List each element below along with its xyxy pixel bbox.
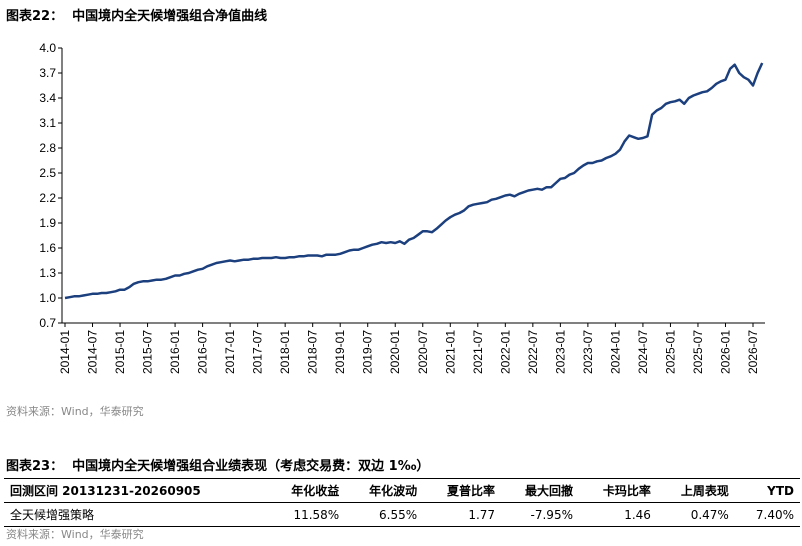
y-tick-label: 2.5 (39, 166, 56, 180)
x-tick-label: 2023-01 (553, 330, 567, 374)
x-tick-label: 2024-07 (636, 330, 650, 374)
x-tick-label: 2018-01 (278, 330, 292, 374)
figure-title: 图表22： 中国境内全天候增强组合净值曲线 (6, 9, 268, 24)
x-tick-label: 2014-07 (86, 330, 100, 374)
x-tick-label: 2023-07 (581, 330, 595, 374)
header-cell: 最大回撤 (501, 478, 579, 503)
header-cell: 回测区间 20131231-20260905 (4, 478, 268, 503)
x-tick-label: 2024-01 (608, 330, 622, 374)
x-tick-label: 2020-01 (388, 330, 402, 374)
y-tick-label: 1.3 (39, 266, 56, 280)
table: 回测区间 20131231-20260905 年化收益 年化波动 夏普比率 最大回撤 卡玛… (4, 478, 800, 527)
header-cell: YTD (734, 478, 800, 503)
x-tick-label: 2018-07 (306, 330, 320, 374)
cell: 1.77 (423, 502, 502, 527)
x-tick-label: 2025-01 (663, 330, 677, 374)
header-cell: 夏普比率 (423, 478, 502, 503)
data-line (64, 62, 764, 300)
header-row: 回测区间 20131231-20260905 年化收益 年化波动 夏普比率 最大回撤 卡玛… (4, 478, 800, 503)
source: 资料来源：Wind，华泰研究 (6, 528, 144, 541)
table-row: 全天候增强策略 11.58% 6.55% 1.77 -7.95% 1.46 0.47% 7.4… (4, 502, 800, 527)
y-tick-label: 1.6 (39, 241, 56, 255)
chart: 0.7 1.0 1.3 1.6 1.9 2.2 2.5 2.8 3.1 3.4 3.7 4.0 2014… (39, 41, 765, 374)
x-tick-label: 2021-07 (471, 330, 485, 374)
x-tick-label: 2015-07 (141, 330, 155, 374)
x-tick-label: 2015-01 (113, 330, 127, 374)
y-tick-label: 1.9 (39, 216, 56, 230)
header-cell: 年化收益 (267, 478, 346, 503)
cell: 1.46 (578, 502, 657, 527)
x-tick-label: 2017-07 (251, 330, 265, 374)
y-tick-label: 2.8 (39, 141, 56, 155)
x-tick-label: 2019-07 (361, 330, 375, 374)
x-tick-label: 2014-01 (58, 330, 72, 374)
table-body: 全天候增强策略 11.58% 6.55% 1.77 -7.95% 1.46 0.47% 7.4… (4, 502, 800, 527)
cell: 7.40% (734, 502, 800, 527)
x-tick-label: 2025-07 (691, 330, 705, 374)
x-tick-label: 2016-01 (168, 330, 182, 374)
x-tick-label: 2017-01 (223, 330, 237, 374)
x-tick-label: 2026-07 (746, 330, 760, 374)
cell: 11.58% (267, 502, 346, 527)
figure-title: 图表23： 中国境内全天候增强组合业绩表现（考虑交易费：双边 1‰） (6, 459, 430, 474)
source: 资料来源：Wind，华泰研究 (6, 405, 144, 418)
header-cell: 卡玛比率 (578, 478, 657, 503)
y-tick-label: 3.4 (39, 91, 56, 105)
y-tick-label: 4.0 (39, 41, 56, 55)
y-tick-label: 3.1 (39, 116, 56, 130)
header-cell: 年化波动 (345, 478, 424, 503)
y-tick-label: 2.2 (39, 191, 56, 205)
header-cell: 上周表现 (656, 478, 735, 503)
x-tick-label: 2020-07 (416, 330, 430, 374)
cell: 0.47% (656, 502, 735, 527)
x-tick-label: 2022-01 (498, 330, 512, 374)
x-tick-label: 2022-07 (526, 330, 540, 374)
x-tick-label: 2016-07 (196, 330, 210, 374)
cell: 6.55% (345, 502, 424, 527)
y-tick-label: 3.7 (39, 66, 56, 80)
x-tick-label: 2019-01 (333, 330, 347, 374)
cell: 全天候增强策略 (4, 502, 268, 527)
x-tick-label: 2026-01 (718, 330, 732, 374)
cell: -7.95% (501, 502, 579, 527)
x-tick-label: 2021-01 (443, 330, 457, 374)
y-tick-label: 0.7 (39, 316, 56, 330)
y-tick-label: 1.0 (39, 291, 56, 305)
